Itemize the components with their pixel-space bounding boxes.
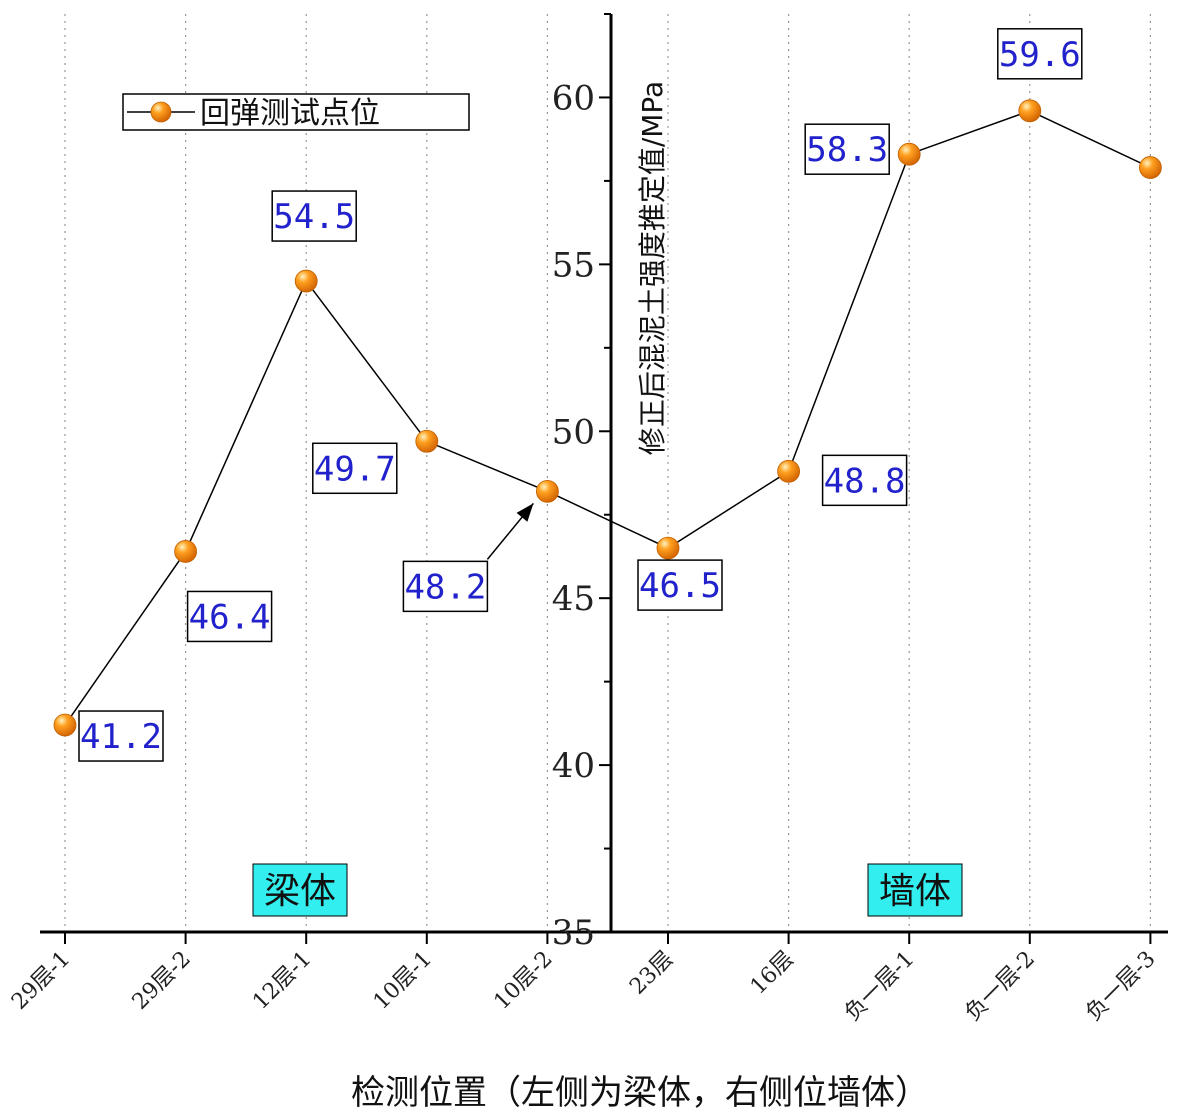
region-badge xyxy=(867,863,963,917)
data-label: 41.2 xyxy=(80,717,162,757)
data-label: 54.5 xyxy=(273,197,355,237)
y-axis-title: 修正后混泥土强度推定值/MPa xyxy=(636,81,669,455)
y-tick-label: 35 xyxy=(552,913,595,953)
data-label: 58.3 xyxy=(806,130,888,170)
axes xyxy=(40,14,1168,934)
data-label-box xyxy=(271,190,357,242)
x-tick-label: 29层-1 xyxy=(7,947,75,1015)
data-labels: 41.246.454.549.748.246.548.858.359.657.9 xyxy=(78,28,1083,762)
data-label-box xyxy=(402,560,489,613)
series-polyline xyxy=(64,109,1151,726)
series-line xyxy=(53,99,1162,737)
data-label-box xyxy=(997,28,1083,80)
x-tick-label: 负一层-3 xyxy=(1081,947,1161,1027)
x-tick-label: 16层 xyxy=(746,947,799,1000)
data-label-box xyxy=(78,710,164,762)
y-tick-label: 55 xyxy=(552,245,595,285)
data-label-box xyxy=(312,442,398,495)
y-tick-label: 40 xyxy=(552,746,595,786)
x-tick-label: 23层 xyxy=(625,947,678,1000)
x-tick-label: 负一层-2 xyxy=(961,947,1041,1027)
data-label: 46.5 xyxy=(639,566,721,606)
data-label: 48.2 xyxy=(404,567,486,607)
data-point xyxy=(174,540,198,563)
x-tick-label: 10层-1 xyxy=(369,947,437,1015)
x-tick-label: 12层-1 xyxy=(248,947,316,1015)
data-point xyxy=(656,536,680,560)
data-label: 48.8 xyxy=(824,461,906,501)
y-tick-label: 45 xyxy=(552,579,595,619)
legend: 回弹测试点位 xyxy=(122,93,470,131)
data-point xyxy=(897,142,921,166)
region-label: 墙体 xyxy=(879,871,951,912)
data-label: 49.7 xyxy=(314,449,396,489)
data-label-box xyxy=(821,454,908,507)
y-tick-label: 60 xyxy=(552,78,595,118)
data-label-box xyxy=(804,123,890,175)
data-point xyxy=(294,269,318,293)
region-label: 梁体 xyxy=(264,871,336,912)
y-axis-ticks: 35 40 45 50 55 60 xyxy=(552,13,611,953)
data-point xyxy=(1139,156,1162,179)
data-point xyxy=(777,459,800,483)
x-axis-title: 检测位置（左侧为梁体，右侧位墙体） xyxy=(351,1073,929,1113)
data-label: 59.6 xyxy=(999,35,1081,75)
x-tick-label: 负一层-1 xyxy=(840,947,920,1027)
region-badge xyxy=(252,863,348,917)
y-tick-label: 50 xyxy=(552,412,595,452)
legend-label: 回弹测试点位 xyxy=(200,96,380,131)
data-point xyxy=(1018,99,1042,123)
data-point xyxy=(536,479,559,503)
data-point xyxy=(415,429,439,453)
data-point xyxy=(53,713,77,737)
data-label-box xyxy=(637,559,723,611)
data-label: 46.4 xyxy=(189,597,271,637)
region-labels: 梁体 墙体 xyxy=(252,863,963,917)
legend-marker xyxy=(150,101,172,123)
data-label-box xyxy=(186,590,273,643)
x-tick-label: 29层-2 xyxy=(128,947,196,1015)
x-tick-label: 10层-2 xyxy=(489,947,557,1015)
grid-lines xyxy=(64,14,1152,932)
annotation-arrowhead xyxy=(516,503,534,522)
